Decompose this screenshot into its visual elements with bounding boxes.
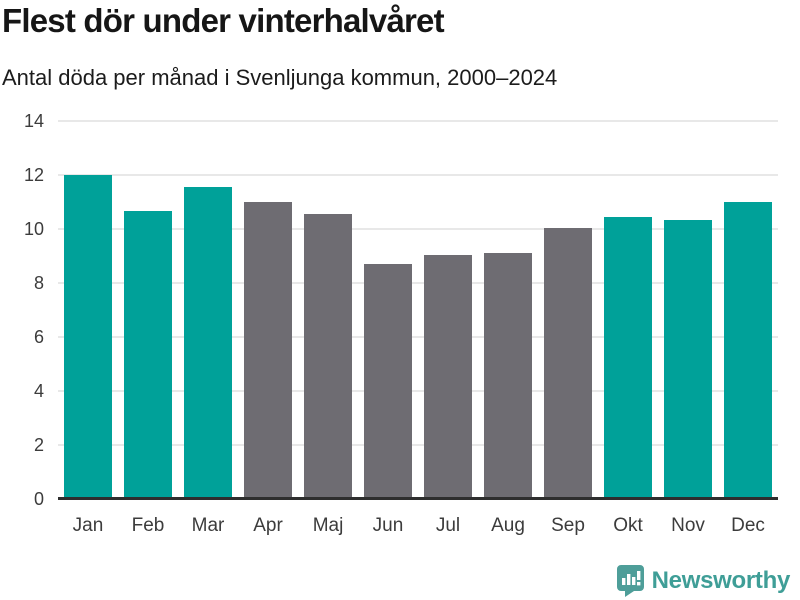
bar-maj bbox=[304, 214, 352, 499]
bar-aug bbox=[484, 253, 532, 499]
chart-subtitle: Antal döda per månad i Svenljunga kommun… bbox=[2, 65, 558, 90]
bar-dec bbox=[724, 202, 772, 499]
bar-apr bbox=[244, 202, 292, 499]
newsworthy-logo: Newsworthy bbox=[616, 564, 790, 597]
x-tick-label: Jul bbox=[435, 515, 461, 536]
x-tick-label: Aug bbox=[491, 515, 525, 536]
bar-jan bbox=[64, 175, 112, 499]
x-axis-line bbox=[58, 497, 778, 500]
x-tick-label: Maj bbox=[312, 515, 344, 536]
bar-nov bbox=[664, 219, 712, 499]
bar-feb bbox=[124, 211, 172, 499]
bar-sep bbox=[544, 227, 592, 499]
x-tick-label: Feb bbox=[131, 515, 165, 536]
gridline bbox=[58, 228, 778, 230]
x-tick-label: Jan bbox=[72, 515, 104, 536]
x-tick-label: Mar bbox=[191, 515, 225, 536]
gridline bbox=[58, 282, 778, 284]
x-tick-label: Nov bbox=[671, 515, 705, 536]
plot-area bbox=[58, 120, 778, 500]
x-tick-label: Sep bbox=[551, 515, 585, 536]
bar-chart-speech-bubble-icon bbox=[616, 565, 644, 597]
gridline bbox=[58, 390, 778, 392]
newsworthy-logo-text: Newsworthy bbox=[651, 566, 791, 594]
y-axis-labels: 0 2 4 6 8 10 12 14 bbox=[0, 111, 44, 509]
x-tick-label: Okt bbox=[613, 515, 643, 536]
bar-mar bbox=[184, 187, 232, 499]
y-tick-label: 6 bbox=[33, 327, 44, 347]
x-axis-labels: Jan Feb Mar Apr Maj Jun Jul Aug Sep Okt Nov Dec bbox=[58, 515, 778, 545]
bar-jun bbox=[364, 264, 412, 499]
x-tick-label: Dec bbox=[731, 515, 765, 536]
chart-title: Flest dör under vinterhalvåret bbox=[2, 2, 445, 39]
y-tick-label: 8 bbox=[33, 273, 44, 293]
y-tick-label: 12 bbox=[23, 165, 44, 185]
y-tick-label: 4 bbox=[33, 381, 44, 401]
y-tick-label: 0 bbox=[33, 489, 44, 509]
y-tick-label: 14 bbox=[23, 111, 44, 131]
bar-okt bbox=[604, 216, 652, 499]
y-tick-label: 10 bbox=[23, 219, 44, 239]
gridline bbox=[58, 444, 778, 446]
x-tick-label: Apr bbox=[253, 515, 283, 536]
bar-jul bbox=[424, 254, 472, 499]
gridline bbox=[58, 336, 778, 338]
gridline bbox=[58, 174, 778, 176]
y-tick-label: 2 bbox=[33, 435, 44, 455]
gridline bbox=[58, 120, 778, 122]
x-tick-label: Jun bbox=[372, 515, 404, 536]
